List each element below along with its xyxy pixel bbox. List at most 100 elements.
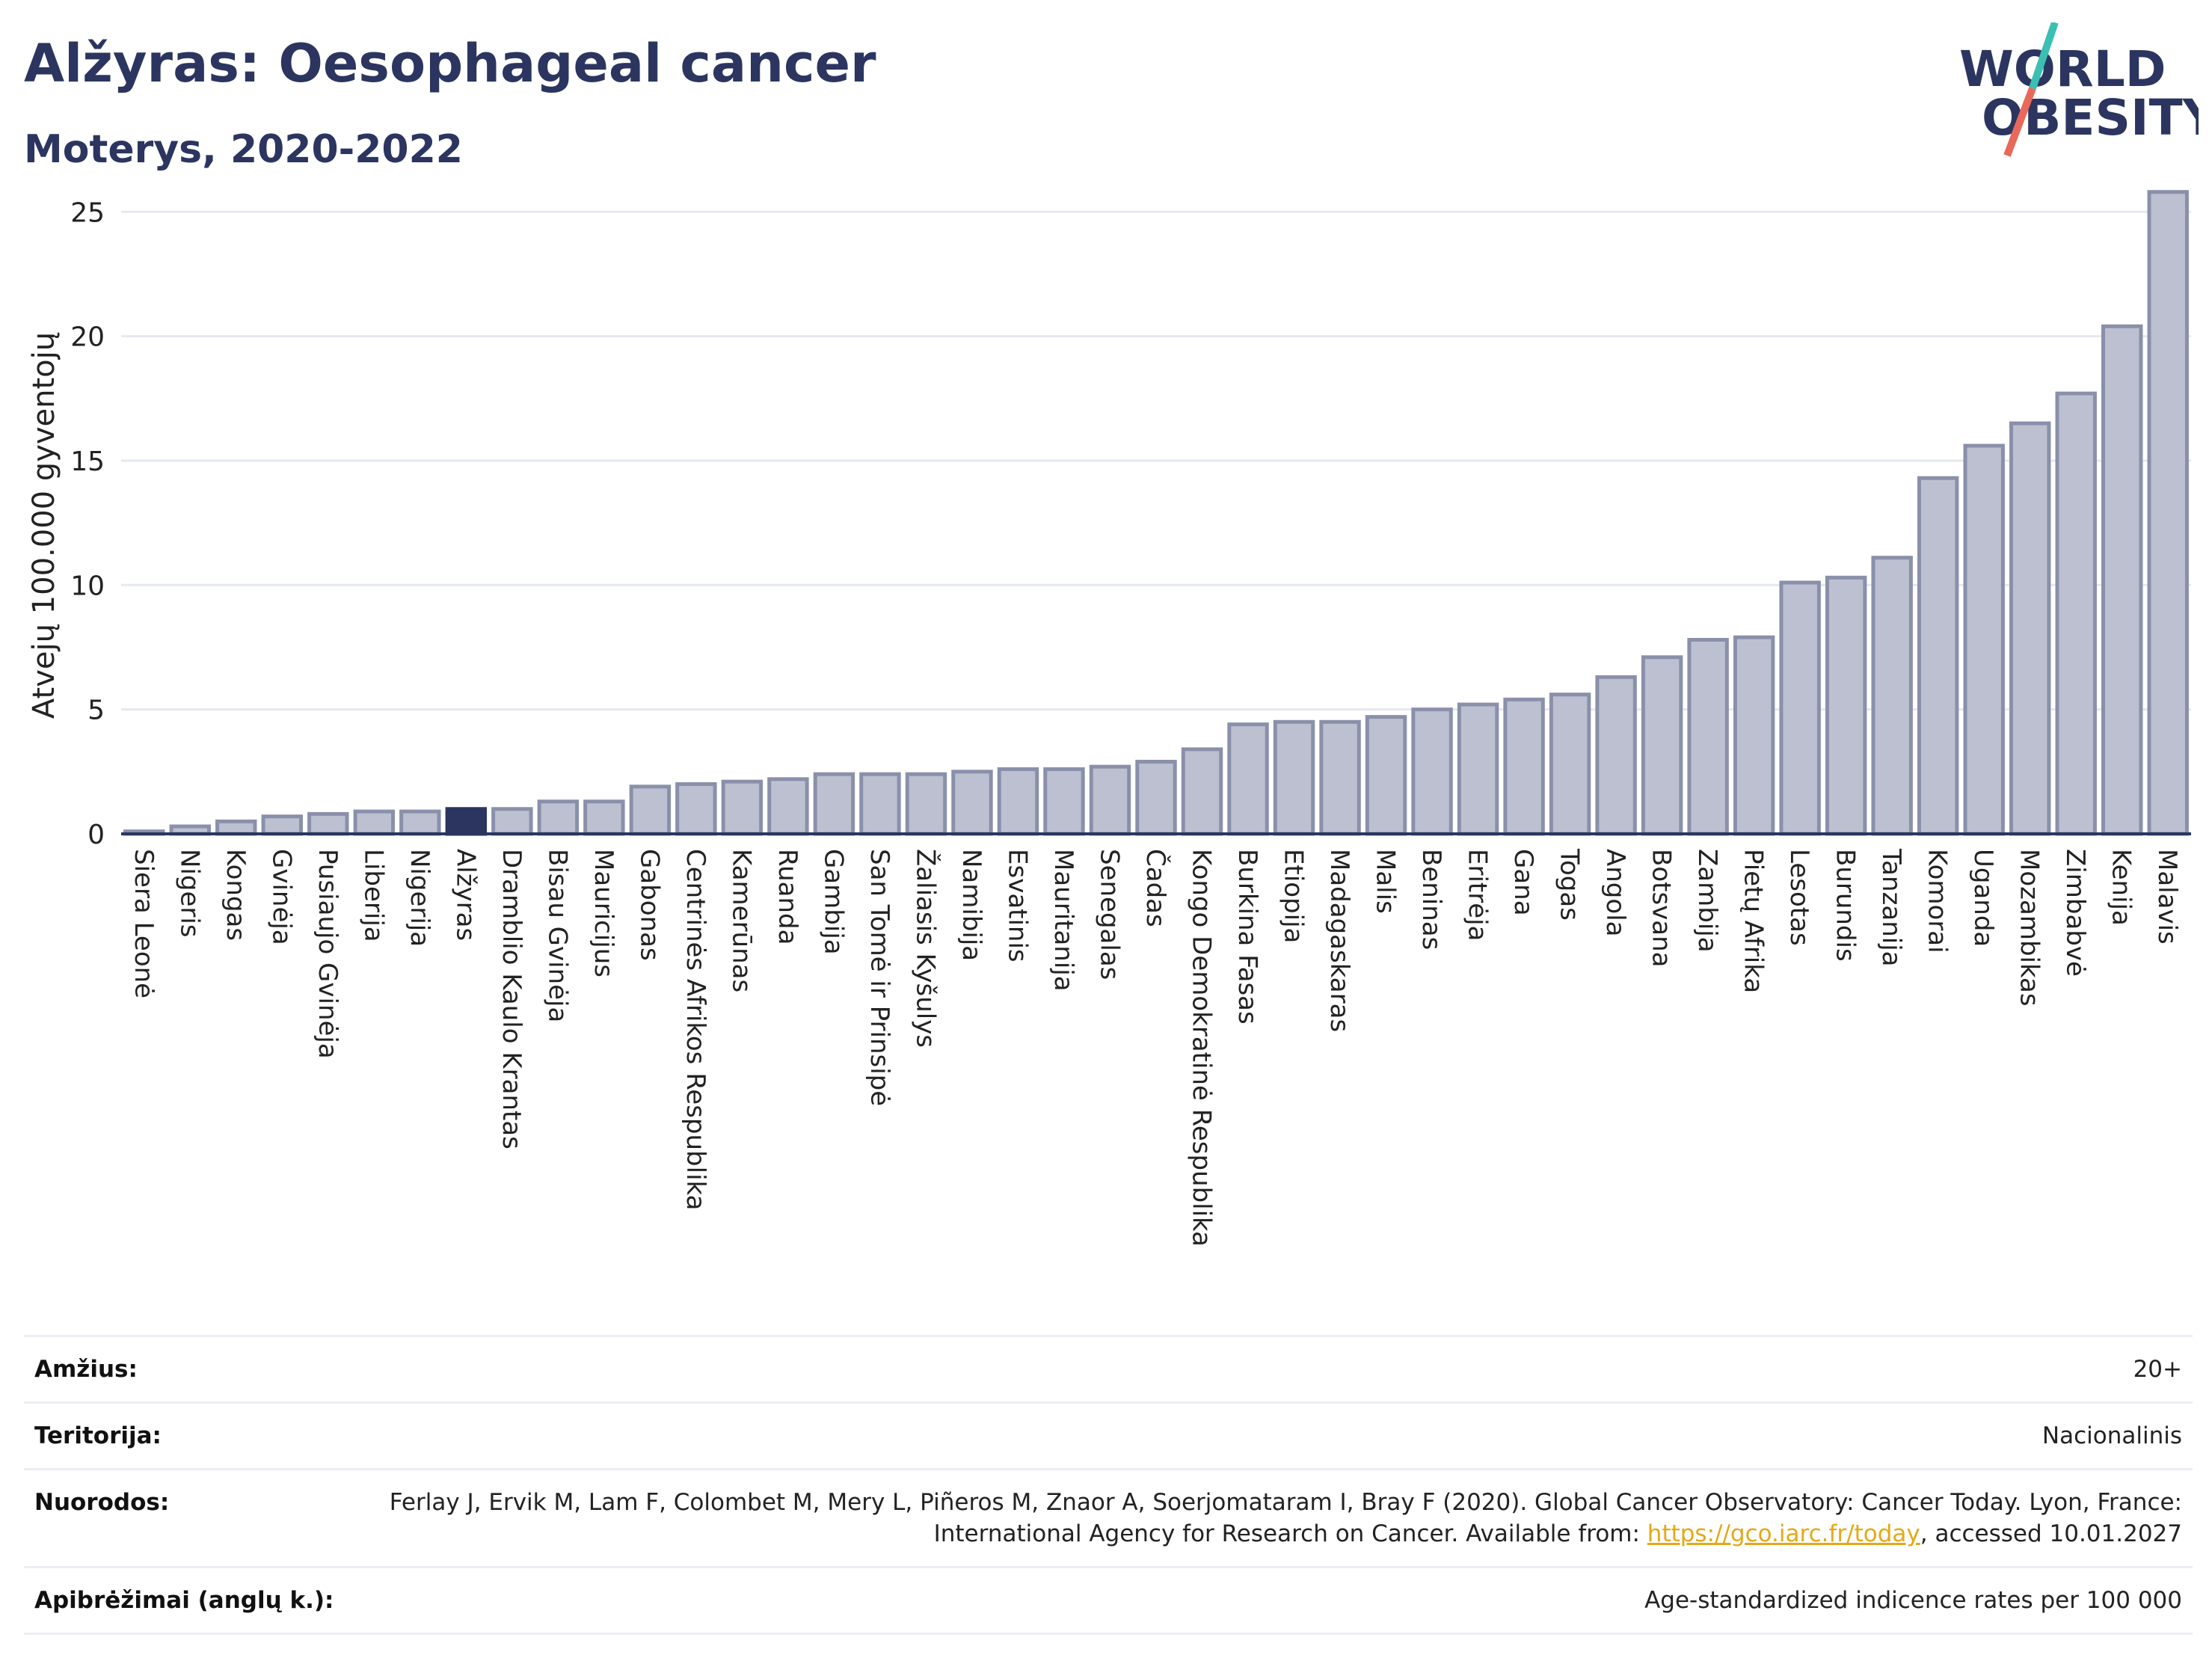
x-axis-labels: Siera Leonė Nigeris Kongas Gvinėja Pusiaujo … <box>129 848 2182 1247</box>
bar-chart: 0 5 10 15 20 25 Siera Leonė Nigeris Kongas Gvinė… <box>27 190 2191 1247</box>
bar <box>307 811 349 836</box>
bar <box>583 799 625 836</box>
territory-label: Teritorija: <box>24 1401 359 1470</box>
x-category-label: Uganda <box>1968 849 1998 947</box>
info-row-territory: Teritorija: Nacionalinis <box>24 1401 2193 1470</box>
bar <box>1227 722 1269 836</box>
logo-slash-top <box>2029 22 2059 90</box>
x-category-label: San Tomė ir Prinsipė <box>864 849 894 1106</box>
bar <box>1503 697 1545 836</box>
bar <box>1549 693 1591 836</box>
definitions-label: Apibrėžimai (anglų k.): <box>24 1566 359 1635</box>
territory-value: Nacionalinis <box>359 1401 2193 1470</box>
x-category-label: Ruanda <box>772 849 802 945</box>
x-category-label: Burundis <box>1831 849 1861 962</box>
bar <box>951 770 993 836</box>
x-category-label: Mauricijus <box>589 849 618 977</box>
bar <box>1319 719 1361 836</box>
chart-title: Alžyras: Oesophageal cancer <box>24 33 876 94</box>
bar <box>1733 635 1775 836</box>
references-suffix: , accessed 10.01.2027 <box>1920 1520 2182 1547</box>
bar <box>767 777 809 836</box>
bar <box>2101 324 2143 836</box>
bar <box>675 782 717 836</box>
bar <box>537 799 580 836</box>
bar <box>629 784 672 836</box>
x-category-label: Nigerija <box>405 849 434 947</box>
bar <box>997 767 1039 836</box>
bar <box>1871 556 1913 836</box>
bar <box>859 772 901 836</box>
bar <box>721 779 764 836</box>
x-category-label: Namibija <box>956 849 986 961</box>
bar <box>1457 702 1499 836</box>
world-obesity-logo: WORLD OBESITY <box>1959 22 2199 157</box>
bar <box>353 809 396 836</box>
x-category-label: Lesotas <box>1784 849 1814 946</box>
x-category-label: Madagaskaras <box>1324 849 1354 1032</box>
x-category-label: Alžyras <box>450 849 480 941</box>
references-value: Ferlay J, Ervik M, Lam F, Colombet M, Me… <box>359 1468 2193 1568</box>
references-label: Nuorodos: <box>24 1468 359 1568</box>
info-row-references: Nuorodos: Ferlay J, Ervik M, Lam F, Colo… <box>24 1468 2193 1568</box>
x-category-label: Nigeris <box>174 849 204 938</box>
bar <box>491 807 533 836</box>
x-category-label: Kongas <box>221 849 251 941</box>
bar <box>1687 638 1729 836</box>
x-category-label: Mozambikas <box>2015 849 2044 1007</box>
bar <box>1963 443 2005 836</box>
x-category-label: Kenija <box>2107 849 2136 926</box>
x-category-label: Beninas <box>1416 849 1446 950</box>
y-tick-label: 5 <box>87 696 105 726</box>
info-row-age: Amžius: 20+ <box>24 1335 2193 1403</box>
bar <box>1411 707 1453 836</box>
x-category-label: Kamerūnas <box>726 849 756 992</box>
x-category-label: Etiopija <box>1279 849 1309 943</box>
y-tick-label: 25 <box>70 197 105 228</box>
y-axis-title: Atvejų 100.000 gyventojų <box>27 332 61 719</box>
y-tick-label: 20 <box>70 322 105 353</box>
y-tick-label: 10 <box>70 571 105 601</box>
bar <box>1365 715 1407 836</box>
x-category-label: Dramblio Kaulo Krantas <box>497 849 526 1149</box>
age-label: Amžius: <box>24 1335 359 1403</box>
logo-slash-bottom <box>2003 87 2036 157</box>
references-text: Ferlay J, Ervik M, Lam F, Colombet M, Me… <box>389 1489 2182 1547</box>
x-category-label: Togas <box>1555 848 1585 921</box>
y-axis-ticks: 0 5 10 15 20 25 <box>70 197 105 850</box>
bar <box>1089 764 1131 836</box>
y-tick-label: 0 <box>87 820 105 850</box>
x-category-label: Gana <box>1508 849 1538 916</box>
bar <box>905 772 947 836</box>
bar <box>2055 391 2097 836</box>
x-category-label: Pusiaujo Gvinėja <box>313 849 342 1059</box>
x-category-label: Esvatinis <box>1002 849 1032 962</box>
x-category-label: Mauritanija <box>1048 849 1078 992</box>
bars <box>123 190 2189 836</box>
x-category-label: Centrinės Afrikos Respublika <box>681 849 710 1210</box>
chart-subtitle: Moterys, 2020-2022 <box>24 127 463 172</box>
x-category-label: Pietų Afrika <box>1739 849 1769 993</box>
x-category-label: Burkina Fasas <box>1232 849 1262 1025</box>
x-category-label: Siera Leonė <box>129 849 159 998</box>
info-table: Amžius: 20+ Teritorija: Nacionalinis Nuo… <box>24 1335 2193 1635</box>
x-category-label: Gambija <box>818 849 848 955</box>
bar <box>215 819 257 836</box>
x-category-label: Gvinėja <box>266 849 296 945</box>
x-category-label: Komorai <box>1923 849 1953 954</box>
x-category-label: Angola <box>1600 849 1630 936</box>
bar <box>399 809 441 836</box>
bar <box>261 814 304 836</box>
x-category-label: Liberija <box>358 849 388 942</box>
bar <box>1135 760 1177 836</box>
bar <box>2147 190 2189 836</box>
definitions-value: Age-standardized indicence rates per 100… <box>359 1566 2193 1635</box>
bar <box>2009 421 2051 836</box>
bar <box>1181 747 1223 836</box>
bar <box>1273 719 1315 836</box>
logo-word-world: WORLD <box>1959 40 2166 98</box>
bar <box>1917 476 1959 836</box>
bar <box>1043 767 1085 836</box>
x-category-label: Zimbabvė <box>2060 849 2090 977</box>
references-link[interactable]: https://gco.iarc.fr/today <box>1647 1520 1920 1547</box>
